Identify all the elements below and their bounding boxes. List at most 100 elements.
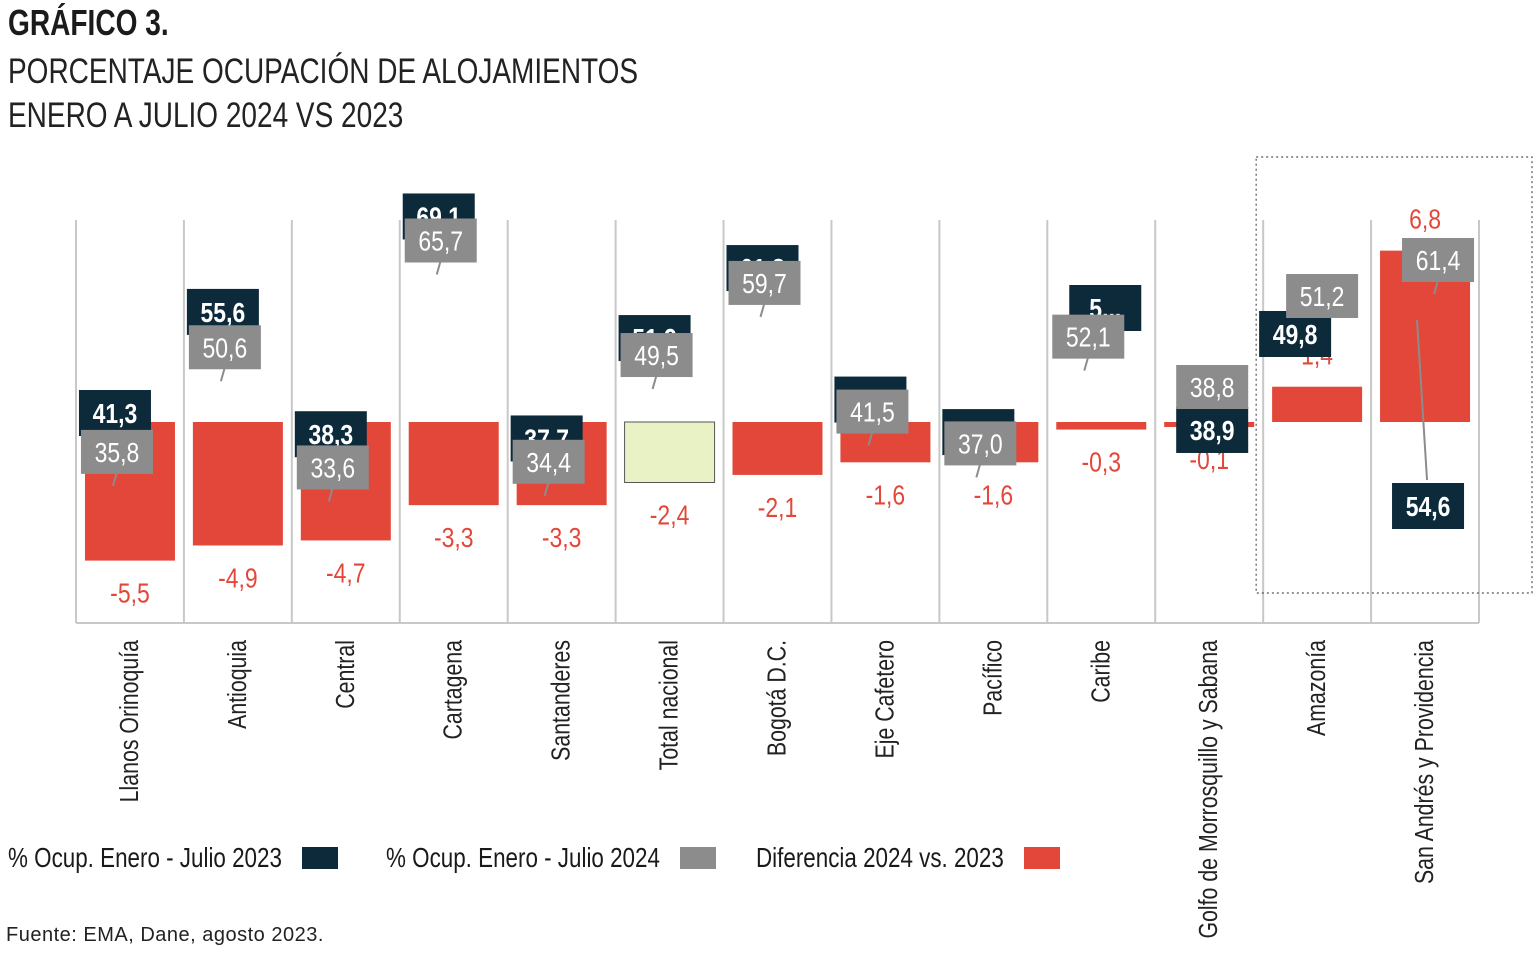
highlight-box xyxy=(1255,156,1533,594)
diff-label-cartagena: -3,3 xyxy=(434,523,474,554)
category-label-antioquia: Antioquia xyxy=(223,639,253,729)
label-2024-llanos-orinoquia-box xyxy=(80,429,153,474)
chart-subtitle-line1: PORCENTAJE OCUPACIÓN DE ALOJAMIENTOS xyxy=(8,52,639,91)
label-2024-antioquia: 50,6 xyxy=(188,325,261,370)
label-2024-santanderes-box xyxy=(512,439,585,484)
connector-san-andres-y-providencia xyxy=(1433,279,1439,295)
connector-bogota-d-c xyxy=(759,302,766,318)
label-2024-caribe-box xyxy=(1052,314,1125,359)
category-label-bogota-d-c: Bogotá D.C. xyxy=(763,640,793,756)
diff-bar-antioquia xyxy=(192,422,283,546)
diff-bar-cartagena xyxy=(408,422,499,506)
category-label-eje-cafetero: Eje Cafetero xyxy=(870,640,900,758)
label-2024-caribe: 52,1 xyxy=(1052,314,1125,359)
label-2024-pacifico-text: 37,0 xyxy=(958,429,1003,460)
label-2024-golfo-de-morrosquillo-y-sabana-text: 38,8 xyxy=(1190,373,1235,404)
label-2024-total-nacional-box xyxy=(620,333,693,378)
label-2024-santanderes-text: 34,4 xyxy=(526,448,571,479)
label-2024-central: 33,6 xyxy=(296,445,369,490)
category-label-santanderes: Santanderes xyxy=(547,640,577,761)
label-2024-pacifico: 37,0 xyxy=(944,421,1017,466)
label-2024-eje-cafetero-box xyxy=(836,389,909,434)
category-label-llanos-orinoquia: Llanos Orinoquía xyxy=(115,639,145,802)
category-label-cartagena: Cartagena xyxy=(439,639,469,739)
label-2024-bogota-d-c-text: 59,7 xyxy=(742,269,787,300)
connector-total-nacional xyxy=(651,374,658,390)
diff-label-eje-cafetero: -1,6 xyxy=(866,480,906,511)
label-2023-golfo-de-morrosquillo-y-sabana: 38,9 xyxy=(1176,406,1249,453)
label-2023-antioquia-text: 55,6 xyxy=(201,298,246,329)
label-2024-santanderes: 34,4 xyxy=(512,439,585,484)
label-2024-eje-cafetero: 41,5 xyxy=(836,389,909,434)
connector-pacifico xyxy=(975,463,982,478)
chart-subtitle-line2: ENERO A JULIO 2024 VS 2023 xyxy=(8,96,404,135)
category-label-caribe: Caribe xyxy=(1086,640,1116,703)
label-2023-golfo-de-morrosquillo-y-sabana-text: 38,9 xyxy=(1190,416,1235,447)
label-2024-amazonia-box xyxy=(1286,274,1359,318)
label-2023-amazonia-box xyxy=(1259,311,1332,357)
category-label-amazonia: Amazonía xyxy=(1302,639,1332,736)
connector-antioquia xyxy=(219,366,226,382)
label-2024-llanos-orinoquia: 35,8 xyxy=(80,429,153,474)
label-2024-llanos-orinoquia-text: 35,8 xyxy=(95,438,140,469)
source-note: Fuente: EMA, Dane, agosto 2023. xyxy=(6,924,324,946)
label-2024-cartagena: 65,7 xyxy=(404,218,477,263)
diff-label-antioquia: -4,9 xyxy=(218,563,258,594)
label-2024-cartagena-text: 65,7 xyxy=(418,226,463,257)
connector-san-andres-long xyxy=(1416,319,1429,481)
legend-swatch-difference xyxy=(1023,847,1060,869)
label-2024-total-nacional-text: 49,5 xyxy=(634,341,679,372)
label-2023-san-andres-y-providencia-box xyxy=(1392,483,1465,529)
diff-label-total-nacional: -2,4 xyxy=(650,500,690,531)
category-label-total-nacional: Total nacional xyxy=(655,640,685,770)
diff-label-santanderes: -3,3 xyxy=(542,523,582,554)
diff-bar-total-nacional xyxy=(624,421,716,483)
category-label-pacifico: Pacífico xyxy=(978,640,1008,716)
label-2024-san-andres-y-providencia-box xyxy=(1402,238,1475,282)
category-label-central: Central xyxy=(331,640,361,709)
diff-label-san-andres-y-providencia: 6,8 xyxy=(1409,205,1441,236)
connector-cartagena xyxy=(435,260,442,275)
label-2024-central-box xyxy=(296,445,369,490)
diff-bar-amazonia xyxy=(1272,386,1363,422)
label-2023-san-andres-y-providencia-text: 54,6 xyxy=(1406,492,1451,523)
diff-bar-bogota-d-c xyxy=(732,422,823,475)
legend-label-difference: Diferencia 2024 vs. 2023 xyxy=(756,842,1004,873)
label-2023-llanos-orinoquia-box xyxy=(78,390,151,437)
label-2024-central-text: 33,6 xyxy=(310,453,355,484)
diff-bar-caribe xyxy=(1056,422,1147,430)
label-2024-cartagena-box xyxy=(404,218,477,263)
legend-swatch-2024 xyxy=(680,847,717,869)
label-2024-caribe-text: 52,1 xyxy=(1066,323,1111,354)
connector-llanos-orinoquia xyxy=(112,471,118,487)
category-label-golfo-de-morrosquillo-y-sabana: Golfo de Morrosquillo y Sabana xyxy=(1194,639,1224,938)
diff-label-caribe: -0,3 xyxy=(1081,448,1121,479)
connector-santanderes xyxy=(543,481,550,497)
label-2024-antioquia-text: 50,6 xyxy=(203,333,248,364)
label-2023-san-andres-y-providencia: 54,6 xyxy=(1392,483,1465,529)
connector-eje-cafetero xyxy=(867,431,874,446)
label-2023-golfo-de-morrosquillo-y-sabana-box xyxy=(1176,406,1249,453)
label-2023-llanos-orinoquia-text: 41,3 xyxy=(93,399,138,430)
connector-caribe xyxy=(1083,356,1090,371)
label-2024-bogota-d-c-box xyxy=(728,260,801,305)
connector-central xyxy=(327,487,334,502)
legend-swatch-2023 xyxy=(302,847,339,869)
legend-item-difference: Diferencia 2024 vs. 2023 xyxy=(756,840,1060,876)
label-2024-amazonia: 51,2 xyxy=(1286,274,1359,318)
label-2024-pacifico-box xyxy=(944,421,1017,466)
label-2024-bogota-d-c: 59,7 xyxy=(728,260,801,305)
legend-label-2023: % Ocup. Enero - Julio 2023 xyxy=(8,842,282,873)
label-2024-antioquia-box xyxy=(188,325,261,370)
label-2024-total-nacional: 49,5 xyxy=(620,333,693,378)
label-2024-golfo-de-morrosquillo-y-sabana-box xyxy=(1176,365,1249,409)
chart-subtitle: PORCENTAJE OCUPACIÓN DE ALOJAMIENTOS ENE… xyxy=(8,50,638,138)
label-2024-amazonia-text: 51,2 xyxy=(1300,282,1345,313)
label-2023-amazonia-text: 49,8 xyxy=(1273,320,1318,351)
label-2023-llanos-orinoquia: 41,3 xyxy=(78,390,151,437)
category-label-san-andres-y-providencia: San Andrés y Providencia xyxy=(1410,639,1440,884)
legend-item-2024: % Ocup. Enero - Julio 2024 xyxy=(386,840,717,876)
label-2024-eje-cafetero-text: 41,5 xyxy=(850,398,895,429)
chart-title: GRÁFICO 3. xyxy=(8,2,169,43)
legend-item-2023: % Ocup. Enero - Julio 2023 xyxy=(8,840,339,876)
